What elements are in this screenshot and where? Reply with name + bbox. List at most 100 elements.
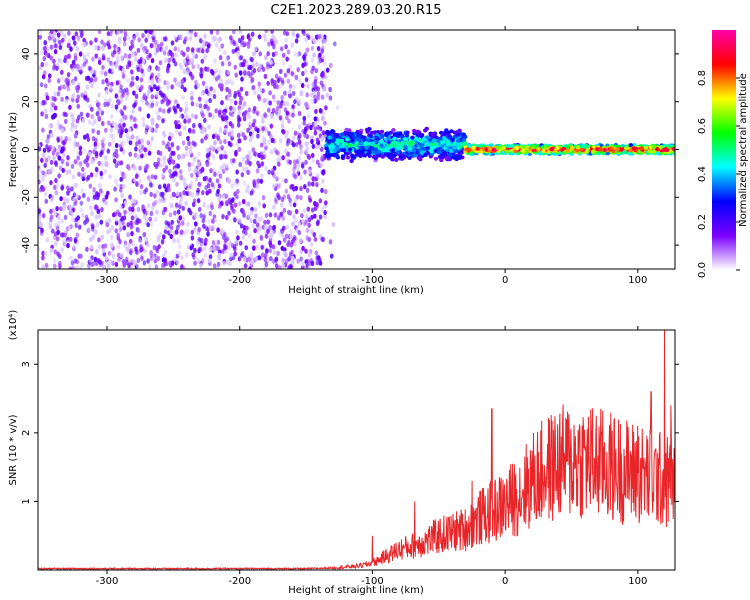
heatmap-cell — [484, 147, 489, 152]
heatmap-cell — [69, 255, 73, 262]
heatmap-cell — [99, 170, 104, 177]
heatmap-cell — [305, 227, 310, 233]
heatmap-cell — [328, 239, 333, 245]
heatmap-cell — [87, 65, 92, 71]
heatmap-cell — [174, 99, 178, 105]
heatmap-cell — [219, 78, 223, 84]
heatmap-cell — [124, 128, 128, 134]
heatmap-cell — [218, 83, 222, 89]
heatmap-cell — [101, 146, 105, 152]
heatmap-cell — [146, 175, 151, 181]
heatmap-cell — [315, 202, 319, 208]
heatmap-cell — [90, 210, 94, 216]
heatmap-cell — [197, 227, 201, 233]
heatmap-cell — [146, 67, 151, 73]
heatmap-cell — [52, 114, 56, 120]
heatmap-cell — [233, 191, 237, 197]
heatmap-cell — [130, 81, 134, 87]
heatmap-cell — [181, 216, 185, 222]
heatmap-cell — [501, 145, 506, 150]
heatmap-cell — [207, 218, 211, 224]
heatmap-cell — [38, 260, 41, 266]
heatmap-cell — [181, 205, 185, 211]
heatmap-cell — [270, 168, 275, 174]
heatmap-cell — [80, 188, 85, 194]
heatmap-cell — [286, 78, 291, 84]
heatmap-cell — [131, 241, 135, 247]
heatmap-cell — [154, 102, 159, 108]
heatmap-cell — [278, 68, 283, 75]
heatmap-cell — [184, 252, 189, 258]
heatmap-cell — [291, 108, 296, 114]
heatmap-cell — [211, 218, 215, 224]
heatmap-cell — [150, 77, 155, 83]
heatmap-cell — [447, 153, 452, 157]
heatmap-cell — [307, 236, 312, 243]
heatmap-cell — [277, 109, 282, 115]
heatmap-cell — [142, 232, 147, 238]
heatmap-cell — [157, 198, 162, 204]
heatmap-cell — [196, 82, 201, 89]
heatmap-cell — [79, 111, 84, 117]
x-tick-label: -200 — [228, 275, 251, 286]
heatmap-cell — [276, 100, 281, 106]
heatmap-cell — [298, 162, 302, 168]
heatmap-cell — [277, 240, 282, 246]
heatmap-cell — [118, 221, 122, 227]
heatmap-cell — [210, 182, 215, 188]
heatmap-cell — [39, 50, 44, 56]
heatmap-cell — [78, 150, 83, 156]
heatmap-cell — [208, 177, 212, 183]
heatmap-cell — [238, 217, 242, 223]
heatmap-cell — [72, 197, 76, 203]
heatmap-cell — [50, 132, 54, 138]
heatmap-cell — [279, 46, 284, 52]
heatmap-cell — [350, 153, 355, 158]
heatmap-cell — [85, 84, 90, 90]
heatmap-cell — [103, 168, 108, 174]
heatmap-cell — [197, 96, 202, 102]
heatmap-cell — [126, 232, 130, 238]
heatmap-cell — [278, 265, 282, 269]
heatmap-cell — [134, 56, 138, 63]
heatmap-cell — [71, 35, 76, 41]
heatmap-cell — [123, 200, 128, 206]
spectrogram-heatmap — [38, 30, 675, 269]
heatmap-cell — [313, 130, 318, 136]
heatmap-cell — [217, 109, 222, 115]
heatmap-cell — [306, 113, 311, 119]
heatmap-cell — [107, 141, 112, 147]
heatmap-cell — [182, 230, 187, 236]
heatmap-cell — [41, 186, 45, 192]
heatmap-cell — [61, 167, 65, 173]
heatmap-cell — [202, 176, 207, 182]
heatmap-cell — [292, 186, 296, 192]
heatmap-cell — [107, 217, 112, 223]
heatmap-cell — [122, 225, 127, 231]
heatmap-cell — [38, 30, 42, 34]
heatmap-cell — [90, 222, 94, 228]
heatmap-cell — [308, 168, 312, 174]
heatmap-cell — [335, 149, 341, 154]
heatmap-cell — [114, 217, 119, 223]
heatmap-cell — [118, 123, 122, 129]
heatmap-cell — [55, 182, 59, 188]
heatmap-cell — [73, 236, 78, 243]
heatmap-cell — [41, 152, 46, 159]
heatmap-cell — [442, 152, 447, 157]
heatmap-cell — [95, 111, 100, 117]
heatmap-cell — [40, 61, 45, 68]
heatmap-cell — [326, 139, 332, 144]
heatmap-cell — [415, 129, 420, 134]
heatmap-cell — [281, 155, 286, 161]
heatmap-cell — [43, 45, 47, 52]
heatmap-cell — [159, 41, 164, 47]
heatmap-cell — [208, 246, 213, 252]
heatmap-cell — [184, 145, 189, 151]
heatmap-cell — [53, 210, 58, 216]
heatmap-cell — [146, 113, 151, 119]
heatmap-cell — [268, 100, 273, 106]
heatmap-cell — [58, 165, 63, 171]
heatmap-cell — [178, 62, 183, 68]
